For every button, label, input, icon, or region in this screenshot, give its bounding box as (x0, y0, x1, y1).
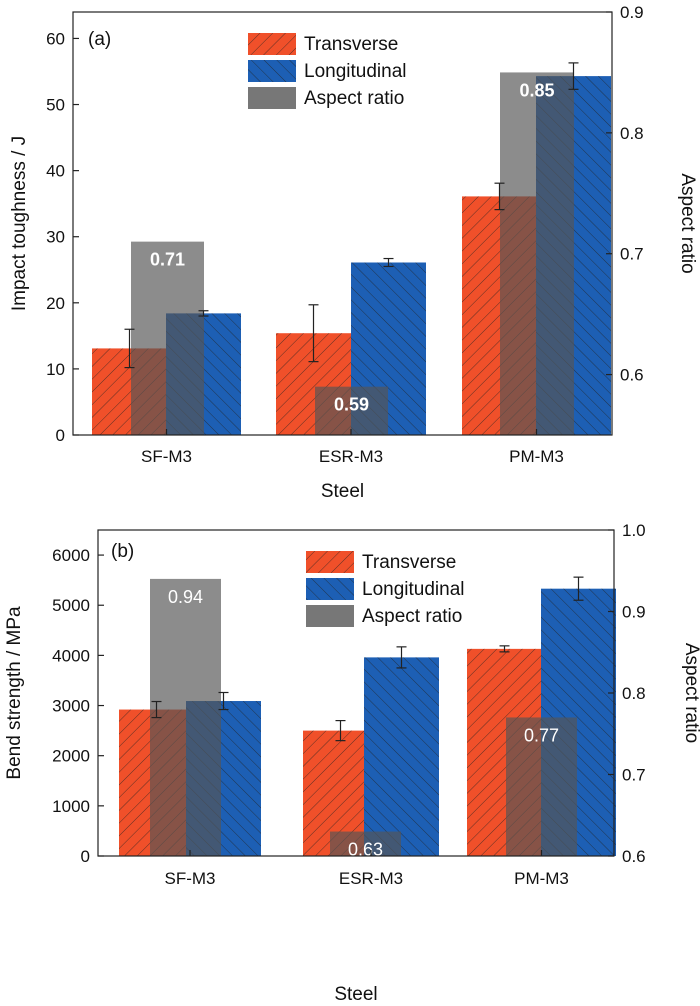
x-tick-label: SF-M3 (141, 447, 192, 466)
legend-swatch (248, 87, 296, 109)
y-tick-label: 5000 (52, 596, 90, 615)
aspect-ratio-bar (131, 241, 204, 435)
aspect-ratio-bar (330, 831, 401, 856)
y2-tick-label: 0.9 (620, 3, 644, 22)
aspect-ratio-value-label: 0.63 (348, 840, 383, 860)
y-axis-title: Impact toughness / J (9, 136, 30, 311)
y-tick-label: 4000 (52, 646, 90, 665)
impact-toughness-panel: 0.71 SF-M3 0.59 ESR-M3 0.85 PM-M3 0 10 20 30 40 50 6… (9, 3, 698, 502)
legend-swatch-hatch (306, 551, 354, 573)
y2-tick-label: 0.8 (620, 124, 644, 143)
legend-label: Longitudinal (304, 61, 406, 82)
y-tick-label: 20 (46, 294, 65, 313)
x-tick-label: SF-M3 (165, 869, 216, 888)
x-axis-title: Steel (334, 984, 377, 1005)
y2-axis-title: Aspect ratio (677, 173, 698, 273)
aspect-ratio-bar (150, 578, 221, 856)
aspect-ratio-value-label: 0.94 (168, 587, 203, 607)
legend-label: Aspect ratio (362, 606, 462, 627)
aspect-ratio-bar (506, 717, 577, 856)
legend-label: Transverse (304, 34, 398, 55)
legend-label: Aspect ratio (304, 88, 404, 109)
panel-label: (b) (111, 541, 134, 562)
aspect-ratio-bar (500, 72, 574, 435)
y-tick-label: 6000 (52, 546, 90, 565)
aspect-ratio-value-label: 0.59 (334, 395, 369, 415)
y2-tick-label: 0.6 (622, 847, 646, 866)
bend-strength-panel: 0.94 SF-M3 0.63 ESR-M3 0.77 PM-M3 0 1000 2000 300… (4, 521, 700, 1005)
y-tick-label: 0 (81, 847, 90, 866)
aspect-ratio-bar (315, 386, 388, 435)
x-tick-label: PM-M3 (509, 447, 564, 466)
legend-swatch-hatch (248, 60, 296, 82)
y2-tick-label: 0.7 (622, 766, 646, 785)
y-tick-label: 50 (46, 96, 65, 115)
aspect-ratio-value-label: 0.85 (519, 80, 554, 100)
y2-axis-title: Aspect ratio (681, 643, 700, 743)
y-tick-label: 30 (46, 228, 65, 247)
y-tick-label: 3000 (52, 697, 90, 716)
legend-swatch-hatch (306, 578, 354, 600)
x-axis-title: Steel (321, 481, 364, 502)
aspect-ratio-value-label: 0.77 (524, 725, 559, 745)
legend-label: Transverse (362, 552, 456, 573)
y2-tick-label: 0.9 (622, 603, 646, 622)
y-axis-title: Bend strength / MPa (4, 606, 25, 780)
legend-swatch (306, 605, 354, 627)
y-tick-label: 10 (46, 360, 65, 379)
plot-frame (72, 11, 613, 436)
panel-label: (a) (88, 29, 111, 50)
y-tick-label: 0 (56, 426, 65, 445)
longitudinal-bar-hatch (364, 657, 439, 856)
x-tick-label: PM-M3 (514, 869, 569, 888)
y2-tick-label: 0.7 (620, 245, 644, 264)
y-tick-label: 1000 (52, 797, 90, 816)
legend-label: Longitudinal (362, 579, 464, 600)
aspect-ratio-value-label: 0.71 (150, 250, 185, 270)
x-tick-label: ESR-M3 (319, 447, 383, 466)
y2-tick-label: 0.8 (622, 684, 646, 703)
y-tick-label: 40 (46, 162, 65, 181)
y2-tick-label: 1.0 (622, 521, 646, 540)
y2-tick-label: 0.6 (620, 366, 644, 385)
y-tick-label: 60 (46, 29, 65, 48)
y-tick-label: 2000 (52, 747, 90, 766)
x-tick-label: ESR-M3 (339, 869, 403, 888)
legend-swatch-hatch (248, 33, 296, 55)
